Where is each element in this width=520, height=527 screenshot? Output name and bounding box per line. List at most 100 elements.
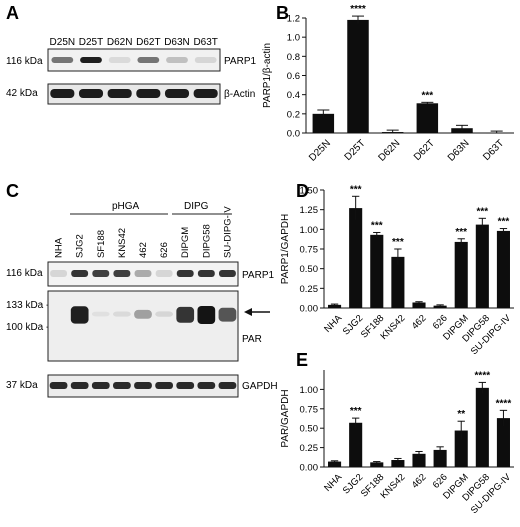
- blot-c-gapdh-band: [113, 382, 131, 389]
- blot-c: pHGA DIPG NHA SJG2 SF188 KNS42 462 626 DIPGM DI…: [6, 201, 278, 398]
- blot-c-gapdh-band: [91, 382, 110, 389]
- chart-b-y-tick-label: 0.4: [287, 90, 300, 101]
- blot-a-lane-label: D63T: [193, 37, 217, 48]
- blot-c-parp1-band: [50, 270, 67, 277]
- blot-a-actin-band: [193, 89, 218, 98]
- blot-c-lane-label: NHA: [54, 237, 65, 258]
- chart-e-significance-label: **: [457, 409, 465, 420]
- blot-c-parp1-band: [219, 270, 236, 277]
- blot-c-band-gapdh: GAPDH: [242, 381, 278, 392]
- chart-b-y-tick-label: 0.8: [287, 52, 300, 63]
- blot-c-par-band: [197, 306, 216, 324]
- chart-e-y-label: PAR/GAPDH: [280, 389, 291, 447]
- blot-a-parp1-band: [80, 57, 102, 63]
- chart-e-category-label: 462: [410, 472, 429, 491]
- blot-c-par-band: [91, 311, 110, 317]
- blot-a-parp1-strip: [47, 48, 221, 72]
- blot-c-gapdh-band: [176, 382, 195, 389]
- blot-c-group-phga: pHGA: [112, 201, 140, 212]
- chart-b-bar: [485, 133, 508, 134]
- chart-d-bar: [370, 234, 384, 308]
- chart-b-y-tick-label: 1.0: [287, 33, 300, 44]
- chart-d-significance-label: ***: [371, 220, 383, 231]
- panel-letter-c: C: [6, 181, 19, 201]
- chart-b-y-tick-label: 1.2: [287, 14, 300, 25]
- blot-a-parp1-band: [108, 57, 131, 63]
- blot-c-parp1-band: [134, 270, 152, 277]
- chart-b-bar: [312, 113, 335, 133]
- blot-a-band-parp1: PARP1: [224, 56, 256, 67]
- blot-c-lane-label: SJG2: [75, 234, 86, 258]
- blot-a-actin-band: [136, 89, 161, 98]
- blot-a-band-actin: β-Actin: [224, 89, 255, 100]
- blot-c-marker-116: 116 kDa: [6, 268, 43, 279]
- blot-c-bands: [49, 270, 237, 389]
- blot-c-gapdh-band: [155, 382, 173, 389]
- chart-e-bar: [433, 449, 447, 467]
- blot-c-gapdh-band: [70, 382, 89, 389]
- chart-b-bar: [416, 103, 439, 133]
- blot-c-lane-label: 462: [138, 242, 149, 258]
- chart-e-bar: [370, 462, 384, 467]
- chart-b-significance-label: ****: [350, 4, 366, 15]
- chart-d: 0.000.250.500.751.001.251.50PARP1/GAPDHN…: [280, 184, 514, 357]
- chart-d-y-tick-label: 0.00: [300, 304, 319, 315]
- chart-d-y-tick-label: 0.25: [300, 284, 319, 295]
- chart-b-category-label: D63T: [481, 138, 506, 163]
- blot-a-lane-label: D25N: [50, 37, 76, 48]
- chart-e-bar: [391, 460, 405, 467]
- panel-letter-a: A: [6, 3, 19, 23]
- blot-c-marker-133: 133 kDa -: [6, 300, 49, 311]
- chart-d-category-label: 462: [410, 313, 429, 332]
- panel-letter-e: E: [296, 350, 308, 370]
- blot-a-bands: [50, 57, 218, 98]
- blot-c-arrow-icon: [244, 308, 270, 316]
- chart-e-bar: [454, 430, 468, 467]
- blot-c-gapdh-band: [134, 382, 152, 389]
- panel-letter-b: B: [276, 3, 289, 23]
- chart-d-bar: [412, 302, 426, 308]
- blot-a-lane-label: D62T: [136, 37, 160, 48]
- chart-b-y-label: PARP1/β-actin: [262, 43, 273, 108]
- blot-a-actin-band: [50, 89, 75, 98]
- blot-c-par-band: [134, 309, 152, 319]
- blot-c-lane-label: KNS42: [117, 228, 128, 258]
- blot-c-band-par: PAR: [242, 334, 262, 345]
- blot-a-actin-band: [164, 89, 190, 98]
- blot-c-parp1-band: [197, 270, 215, 277]
- blot-c-parp1-band: [176, 270, 194, 277]
- blot-c-marker-37: 37 kDa: [6, 380, 38, 391]
- chart-b-significance-label: ***: [421, 90, 433, 101]
- blot-c-lane-labels: NHA SJG2 SF188 KNS42 462 626 DIPGM DIPG58 SU-DIP…: [54, 206, 234, 258]
- chart-d-bar: [475, 224, 489, 308]
- blot-a-parp1-band: [194, 57, 217, 63]
- blot-c-group-dipg: DIPG: [184, 201, 209, 212]
- blot-c-par-strip: [47, 290, 239, 362]
- blot-a-parp1-band: [51, 57, 74, 63]
- chart-d-y-label: PARP1/GAPDH: [280, 214, 291, 284]
- chart-d-significance-label: ***: [392, 237, 404, 248]
- chart-d-bar: [496, 230, 510, 308]
- blot-a-actin-band: [78, 89, 104, 98]
- blot-c-parp1-band: [113, 270, 131, 277]
- chart-d-bar: [433, 305, 447, 308]
- chart-e-bar: [349, 422, 363, 467]
- blot-c-par-band: [218, 307, 237, 322]
- chart-d-bar: [328, 304, 342, 308]
- blot-a-parp1-band: [166, 57, 188, 63]
- chart-d-bar: [391, 256, 405, 308]
- chart-e-y-tick-label: 0.50: [300, 424, 319, 435]
- chart-b-bar: [347, 19, 369, 134]
- chart-e-significance-label: ****: [475, 370, 491, 381]
- chart-e-y-tick-label: 0.25: [300, 443, 319, 454]
- chart-b-category-label: D25N: [307, 138, 333, 164]
- chart-d-y-tick-label: 1.50: [300, 186, 319, 197]
- chart-e-significance-label: ****: [496, 398, 512, 409]
- blot-c-par-band: [113, 311, 131, 317]
- chart-e-y-tick-label: 0.00: [300, 463, 319, 474]
- chart-b-category-label: D25T: [343, 138, 368, 163]
- chart-b-category-label: D62N: [376, 138, 402, 164]
- blot-c-lane-label: SU-DIPG-IV: [222, 206, 233, 258]
- blot-c-gapdh-band: [49, 382, 68, 389]
- chart-d-significance-label: ***: [455, 227, 467, 238]
